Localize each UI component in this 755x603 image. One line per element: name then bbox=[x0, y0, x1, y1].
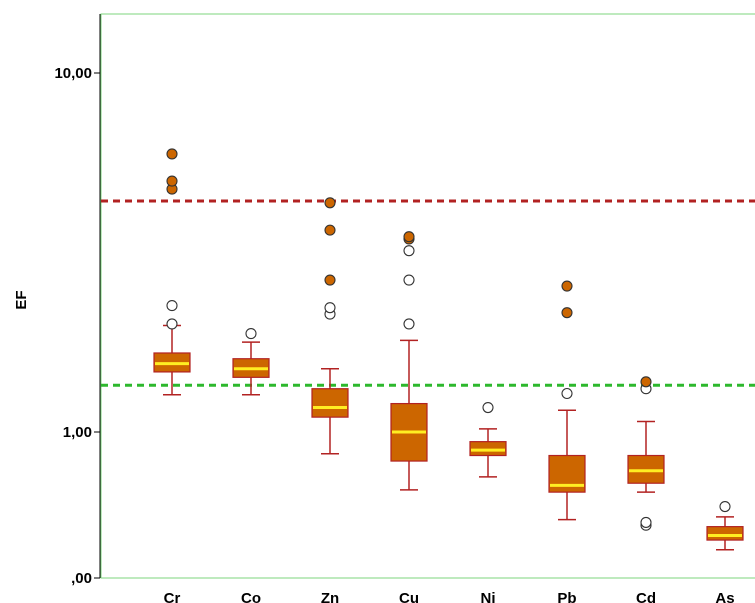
box-as bbox=[706, 526, 744, 541]
plot-area-border bbox=[100, 13, 755, 579]
extreme-point-pb bbox=[561, 307, 573, 319]
y-tick-label: ,00 bbox=[71, 570, 92, 587]
x-category-label-cu: Cu bbox=[399, 590, 419, 603]
x-category-label-pb: Pb bbox=[557, 590, 576, 603]
extreme-point-zn bbox=[324, 224, 336, 236]
outlier-point-co bbox=[245, 328, 257, 340]
outlier-point-pb bbox=[561, 387, 573, 400]
x-category-label-cd: Cd bbox=[636, 590, 656, 603]
extreme-point-cu bbox=[403, 231, 415, 243]
outlier-point-cu bbox=[403, 245, 415, 257]
x-category-label-zn: Zn bbox=[321, 590, 339, 603]
x-category-label-co: Co bbox=[241, 590, 261, 603]
box-ni bbox=[469, 441, 507, 457]
x-category-label-cr: Cr bbox=[164, 590, 181, 603]
outlier-point-cu bbox=[403, 318, 415, 330]
outlier-point-cu bbox=[403, 274, 415, 286]
outlier-point-cr bbox=[166, 300, 178, 312]
extreme-point-zn bbox=[324, 197, 336, 209]
y-axis-title: EF bbox=[13, 290, 30, 309]
box-zn bbox=[311, 388, 349, 418]
extreme-point-cd bbox=[640, 376, 652, 388]
extreme-point-cr bbox=[166, 175, 178, 187]
outlier-point-cr bbox=[166, 318, 178, 330]
y-tick-label: 10,00 bbox=[54, 65, 92, 82]
x-category-label-ni: Ni bbox=[481, 590, 496, 603]
y-tick-label: 1,00 bbox=[63, 424, 92, 441]
outlier-point-ni bbox=[482, 401, 494, 414]
outlier-point-as bbox=[719, 500, 731, 513]
extreme-point-pb bbox=[561, 280, 573, 292]
outlier-point-zn bbox=[324, 302, 336, 314]
x-category-label-as: As bbox=[715, 590, 734, 603]
extreme-point-zn bbox=[324, 274, 336, 286]
extreme-point-cr bbox=[166, 148, 178, 160]
outlier-point-cd bbox=[640, 516, 652, 528]
